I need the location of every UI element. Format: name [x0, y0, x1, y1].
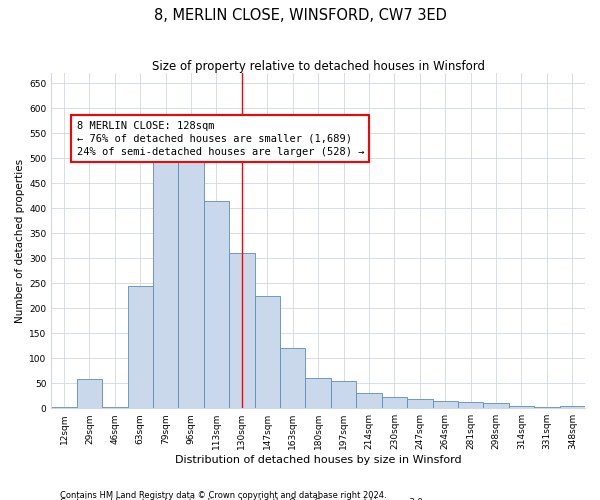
- Bar: [484, 403, 509, 408]
- Bar: [128, 286, 153, 408]
- Bar: [280, 348, 305, 408]
- Bar: [229, 253, 254, 408]
- Bar: [509, 406, 534, 408]
- Title: Size of property relative to detached houses in Winsford: Size of property relative to detached ho…: [152, 60, 485, 73]
- Text: Contains HM Land Registry data © Crown copyright and database right 2024.: Contains HM Land Registry data © Crown c…: [60, 490, 386, 500]
- Bar: [331, 380, 356, 408]
- Bar: [356, 393, 382, 408]
- Bar: [433, 400, 458, 408]
- Bar: [102, 407, 128, 408]
- Bar: [305, 378, 331, 408]
- Text: 8, MERLIN CLOSE, WINSFORD, CW7 3ED: 8, MERLIN CLOSE, WINSFORD, CW7 3ED: [154, 8, 446, 22]
- Bar: [77, 379, 102, 408]
- Bar: [534, 407, 560, 408]
- Bar: [407, 399, 433, 408]
- Y-axis label: Number of detached properties: Number of detached properties: [15, 158, 25, 322]
- Bar: [560, 406, 585, 408]
- Bar: [204, 200, 229, 408]
- Bar: [153, 153, 178, 408]
- Bar: [382, 397, 407, 408]
- Bar: [178, 156, 204, 408]
- Bar: [458, 402, 484, 408]
- X-axis label: Distribution of detached houses by size in Winsford: Distribution of detached houses by size …: [175, 455, 461, 465]
- Bar: [254, 296, 280, 408]
- Bar: [51, 407, 77, 408]
- Text: 8 MERLIN CLOSE: 128sqm
← 76% of detached houses are smaller (1,689)
24% of semi-: 8 MERLIN CLOSE: 128sqm ← 76% of detached…: [77, 120, 364, 157]
- Text: Contains public sector information licensed under the Open Government Licence v3: Contains public sector information licen…: [60, 498, 425, 500]
